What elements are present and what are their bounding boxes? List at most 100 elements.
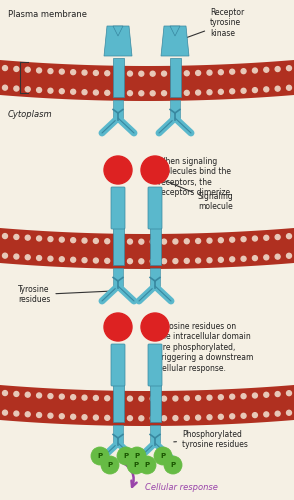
Bar [113,268,123,286]
Text: Phosphorylated
tyrosine residues: Phosphorylated tyrosine residues [174,430,248,450]
Circle shape [93,396,98,400]
Text: P: P [171,462,176,468]
Circle shape [14,254,19,259]
Circle shape [105,416,110,420]
Circle shape [139,239,144,244]
Circle shape [241,88,246,94]
Circle shape [287,254,291,258]
Circle shape [93,258,98,263]
Circle shape [14,411,19,416]
Circle shape [184,416,189,420]
Circle shape [184,239,189,244]
Circle shape [3,66,7,70]
Circle shape [150,396,155,401]
Circle shape [25,235,30,240]
Circle shape [287,86,291,90]
Text: Tyrosine
residues: Tyrosine residues [18,285,110,304]
Circle shape [218,414,223,420]
Circle shape [139,416,144,421]
Circle shape [139,396,144,401]
Circle shape [275,411,280,416]
Circle shape [241,394,246,398]
Circle shape [230,237,235,242]
Circle shape [162,90,166,96]
Circle shape [275,86,280,91]
Circle shape [59,394,64,399]
Bar [150,268,160,286]
Circle shape [48,236,53,242]
Circle shape [128,90,132,96]
Circle shape [253,256,257,260]
FancyBboxPatch shape [111,344,125,386]
Circle shape [128,396,132,401]
Text: P: P [107,462,113,468]
Circle shape [59,237,64,242]
Circle shape [162,258,166,264]
Circle shape [25,255,30,260]
Circle shape [48,256,53,261]
Circle shape [25,67,30,72]
Circle shape [264,255,269,260]
Circle shape [162,416,166,420]
Circle shape [116,239,121,244]
Polygon shape [161,26,189,56]
Circle shape [184,90,189,96]
Circle shape [275,254,280,259]
Circle shape [253,236,257,241]
Circle shape [37,412,41,418]
Circle shape [116,71,121,76]
Circle shape [218,394,223,400]
Text: P: P [123,453,128,459]
Bar [113,100,123,118]
Circle shape [3,390,7,396]
Text: P: P [97,453,103,459]
Text: Plasma membrane: Plasma membrane [8,10,87,19]
Circle shape [218,258,223,262]
Bar [113,58,123,97]
Circle shape [275,234,280,240]
Circle shape [37,393,41,398]
Circle shape [104,313,132,341]
FancyBboxPatch shape [111,187,125,229]
Circle shape [116,90,121,96]
Circle shape [71,238,76,242]
Circle shape [93,90,98,95]
Circle shape [287,390,291,396]
Bar [113,383,123,422]
Circle shape [14,86,19,91]
Circle shape [150,259,155,264]
Circle shape [196,396,201,400]
Circle shape [3,234,7,238]
Bar [150,425,160,443]
Circle shape [71,90,76,94]
Circle shape [93,415,98,420]
Circle shape [93,238,98,244]
Circle shape [230,257,235,262]
Circle shape [264,87,269,92]
Circle shape [150,416,155,421]
Bar [150,383,161,422]
Circle shape [196,70,201,76]
Circle shape [71,258,76,262]
Circle shape [59,89,64,94]
Circle shape [139,71,144,76]
Circle shape [230,69,235,74]
Circle shape [93,70,98,76]
Circle shape [14,234,19,240]
Circle shape [3,85,7,90]
Circle shape [25,412,30,416]
Circle shape [128,416,132,420]
Circle shape [128,447,146,465]
Circle shape [154,447,172,465]
Circle shape [241,68,246,73]
Circle shape [173,239,178,244]
Circle shape [173,71,178,76]
Circle shape [184,396,189,400]
FancyBboxPatch shape [148,344,162,386]
Circle shape [173,258,178,264]
Circle shape [241,236,246,242]
Circle shape [25,87,30,92]
Polygon shape [170,26,180,36]
Circle shape [264,68,269,72]
Circle shape [139,259,144,264]
